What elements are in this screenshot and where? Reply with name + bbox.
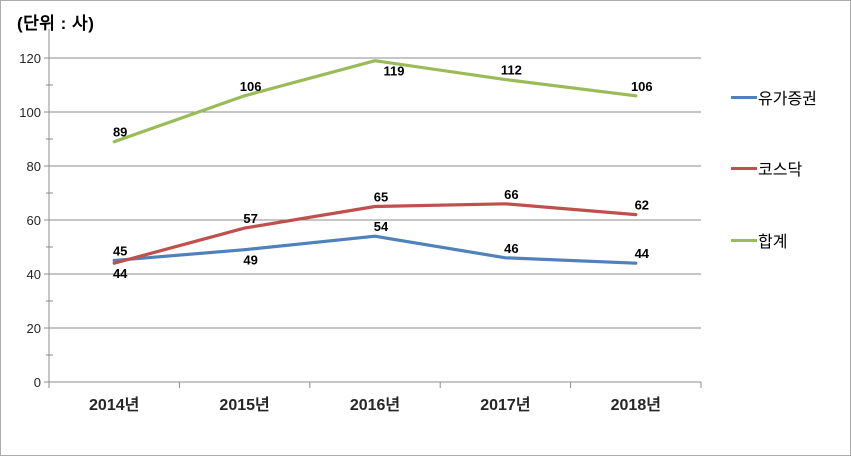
y-axis-tick-label: 0 [34,375,41,390]
y-axis-tick-label: 120 [19,51,41,66]
data-label-series2: 112 [501,63,522,78]
data-label-series2: 106 [240,79,262,94]
x-axis-category-label: 2014년 [89,395,139,414]
chart-title: (단위 : 사) [17,14,95,33]
legend-label: 유가증권 [758,91,817,108]
legend: 유가증권 코스닥 합계 [729,1,849,455]
legend-line-swatch-red [731,166,757,170]
x-axis-category-label: 2018년 [611,395,661,414]
data-label-series0: 45 [113,244,127,259]
data-label-series1: 66 [504,187,518,202]
data-label-series0: 54 [374,219,389,234]
x-axis-category-label: 2015년 [219,395,269,414]
data-label-series2: 106 [631,79,653,94]
y-axis-tick-label: 80 [27,159,41,174]
y-axis-tick-label: 100 [19,105,41,120]
data-label-series1: 44 [113,266,128,281]
data-label-series1: 57 [243,211,257,226]
legend-label: 합계 [758,234,788,251]
legend-item-total: 합계 [731,230,788,251]
data-label-series2: 89 [113,125,127,140]
legend-label: 코스닥 [758,162,803,179]
y-axis-tick-label: 40 [27,267,41,282]
y-axis-tick-label: 20 [27,321,41,336]
y-axis-tick-label: 60 [27,213,41,228]
legend-line-swatch-green [731,238,757,242]
x-axis-category-label: 2017년 [480,395,530,414]
x-axis-category-label: 2016년 [350,395,400,414]
series-line-0 [112,234,638,265]
legend-item-kosdaq: 코스닥 [731,158,803,179]
data-label-series1: 62 [635,198,649,213]
data-label-series1: 65 [374,190,388,205]
data-label-series0: 49 [243,253,257,268]
data-label-series2: 119 [384,64,405,79]
series-line-1 [112,202,638,265]
data-label-series0: 46 [504,241,518,256]
series-line-2 [112,59,638,144]
data-label-series0: 44 [635,246,650,261]
legend-line-swatch-blue [731,95,757,99]
legend-item-yugajeunggwon: 유가증권 [731,87,817,108]
